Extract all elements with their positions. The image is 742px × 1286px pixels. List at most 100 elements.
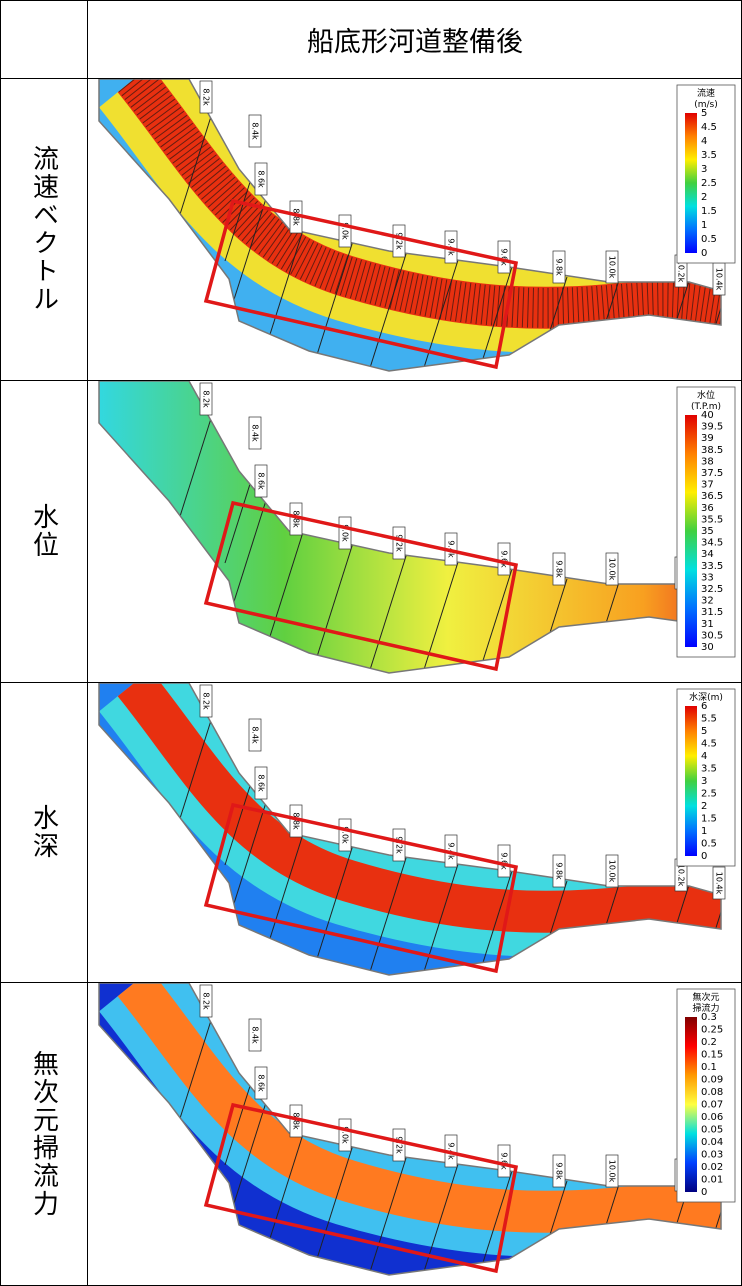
legend-value: 32: [701, 596, 714, 607]
station-label: 8.2k: [202, 992, 211, 1010]
row-label: 水深: [0, 682, 88, 982]
legend-value: 0.06: [701, 1112, 723, 1123]
legend-value: 0.1: [701, 1062, 717, 1073]
legend-value: 37.5: [701, 468, 723, 479]
legend-value: 2.5: [701, 789, 717, 800]
legend-value: 38.5: [701, 445, 723, 456]
legend-value: 0.02: [701, 1162, 723, 1173]
legend-value: 6: [701, 701, 707, 712]
legend-value: 0.2: [701, 1037, 717, 1048]
station-label: 8.6k: [257, 472, 266, 490]
station-label: 8.6k: [257, 170, 266, 188]
station-label: 9.6k: [500, 852, 509, 870]
legend-value: 4.5: [701, 122, 717, 133]
header-title: 船底形河道整備後: [88, 0, 742, 78]
legend-value: 2: [701, 192, 707, 203]
legend-value: 5.5: [701, 714, 717, 725]
legend-value: 0.3: [701, 1012, 717, 1023]
legend-value: 32.5: [701, 584, 723, 595]
legend-value: 39.5: [701, 422, 723, 433]
legend-value: 1.5: [701, 814, 717, 825]
legend-value: 30.5: [701, 630, 723, 641]
legend-value: 39: [701, 433, 714, 444]
legend-value: 34.5: [701, 538, 723, 549]
row-label: 無次元掃流力: [0, 982, 88, 1286]
legend-value: 30: [701, 642, 714, 653]
legend-value: 1: [701, 220, 707, 231]
legend-value: 36: [701, 503, 714, 514]
station-label: 9.8k: [555, 862, 564, 880]
legend-value: 0.5: [701, 839, 717, 850]
station-label: 10.0k: [608, 1160, 617, 1183]
station-label: 8.4k: [251, 122, 260, 140]
legend-value: 33: [701, 572, 714, 583]
station-label: 9.6k: [500, 248, 509, 266]
legend-colorbar: [685, 113, 697, 253]
legend-title: 水位: [697, 389, 715, 401]
station-label: 9.6k: [500, 1152, 509, 1170]
legend-value: 0.07: [701, 1100, 723, 1111]
legend-value: 31.5: [701, 607, 723, 618]
legend-value: 0.5: [701, 234, 717, 245]
legend-value: 37: [701, 480, 714, 491]
legend-value: 38: [701, 456, 714, 467]
legend-value: 3: [701, 164, 707, 175]
legend-value: 35: [701, 526, 714, 537]
legend-colorbar: [685, 706, 697, 856]
station-label: 8.4k: [251, 424, 260, 442]
station-label: 9.8k: [555, 1162, 564, 1180]
legend-value: 4.5: [701, 739, 717, 750]
legend-value: 0.03: [701, 1150, 723, 1161]
result-map: 8.2k8.4k8.6k8.8k9.0k9.2k9.4k9.6k9.8k10.0…: [89, 381, 741, 681]
river: [89, 381, 741, 681]
legend-value: 0.08: [701, 1087, 723, 1098]
legend-colorbar: [685, 415, 697, 647]
station-label: 10.0k: [608, 256, 617, 279]
row-label: 流速ベクトル: [0, 78, 88, 380]
legend-value: 4: [701, 751, 707, 762]
legend-title: 流速: [697, 87, 715, 99]
legend-value: 3.5: [701, 764, 717, 775]
result-map: 8.2k8.4k8.6k8.8k9.0k9.2k9.4k9.6k9.8k10.0…: [89, 683, 741, 981]
station-label: 10.4k: [715, 872, 724, 895]
result-map: 8.2k8.4k8.6k8.8k9.0k9.2k9.4k9.6k9.8k10.0…: [89, 983, 741, 1285]
legend-value: 4: [701, 136, 707, 147]
station-label: 10.0k: [608, 860, 617, 883]
legend-value: 3.5: [701, 150, 717, 161]
station-label: 9.8k: [555, 258, 564, 276]
legend-value: 0: [701, 248, 707, 259]
legend-value: 0: [701, 851, 707, 862]
legend-value: 34: [701, 549, 714, 560]
station-label: 8.4k: [251, 1026, 260, 1044]
legend-colorbar: [685, 1017, 697, 1192]
legend-value: 0.09: [701, 1075, 723, 1086]
station-label: 8.2k: [202, 88, 211, 106]
river: [89, 79, 741, 379]
water-level: [89, 381, 741, 681]
legend-value: 0.01: [701, 1175, 723, 1186]
legend-value: 0: [701, 1187, 707, 1198]
page: 船底形河道整備後 流速ベクトル8.2k8.4k8.6k8.8k9.0k9.2k9…: [0, 0, 742, 1286]
station-label: 9.8k: [555, 560, 564, 578]
legend-value: 1: [701, 826, 707, 837]
legend-value: 31: [701, 619, 714, 630]
legend-value: 35.5: [701, 514, 723, 525]
legend-value: 36.5: [701, 491, 723, 502]
station-label: 10.0k: [608, 558, 617, 581]
station-label: 10.4k: [715, 268, 724, 291]
station-label: 8.2k: [202, 692, 211, 710]
legend-value: 1.5: [701, 206, 717, 217]
row-label: 水位: [0, 380, 88, 682]
station-label: 8.4k: [251, 726, 260, 744]
legend-value: 2.5: [701, 178, 717, 189]
station-label: 9.6k: [500, 550, 509, 568]
legend-value: 0.04: [701, 1137, 723, 1148]
legend-value: 0.05: [701, 1125, 723, 1136]
station-label: 8.6k: [257, 774, 266, 792]
station-label: 8.6k: [257, 1074, 266, 1092]
legend-value: 0.25: [701, 1025, 723, 1036]
legend-value: 40: [701, 410, 714, 421]
station-label: 10.2k: [677, 864, 686, 887]
station-label: 8.2k: [202, 390, 211, 408]
